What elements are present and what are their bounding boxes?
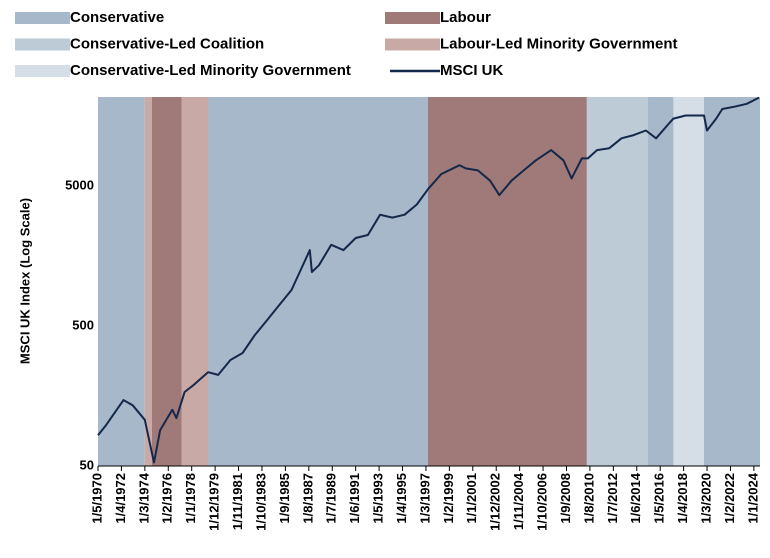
period-band: [151, 97, 182, 466]
period-band: [673, 97, 704, 466]
x-tick-label: 1/12/1979: [207, 473, 222, 531]
x-tick-label: 1/4/1995: [394, 473, 409, 524]
x-tick-label: 1/11/1981: [230, 473, 245, 530]
period-band: [647, 97, 674, 466]
line: [97, 96, 760, 464]
legend-item: Conservative: [15, 9, 164, 26]
period-band: [427, 97, 587, 466]
x-tick-label: 1/12/2002: [488, 473, 503, 531]
legend-swatch: [15, 65, 70, 77]
x-tick-label: 1/3/2020: [698, 473, 713, 524]
legend-label: Conservative-Led Coalition: [70, 35, 264, 52]
legend-swatch: [15, 38, 70, 51]
x-tick-label: 1/5/1993: [371, 473, 386, 524]
x-tick-label: 1/4/1972: [113, 473, 128, 524]
legend-label: Conservative-Led Minority Government: [70, 62, 351, 79]
x-tick-label: 1/1/2024: [745, 472, 760, 523]
x-tick-label: 1/7/1989: [324, 473, 339, 524]
legend-item: MSCI UK: [390, 62, 504, 79]
legend-label: MSCI UK: [440, 62, 504, 79]
period-band: [144, 97, 152, 466]
legend-swatch: [385, 38, 440, 51]
legend-item: Labour: [385, 9, 491, 26]
x-tick-label: 1/2/2022: [722, 473, 737, 524]
x-tick-label: 1/9/1985: [277, 473, 292, 524]
legend-item: Labour-Led Minority Government: [385, 35, 678, 52]
legend-label: Labour-Led Minority Government: [440, 35, 678, 52]
x-tick-label: 1/7/2012: [605, 473, 620, 524]
x-tick-label: 1/6/1991: [347, 473, 362, 524]
x-tick-label: 1/11/2004: [511, 472, 526, 530]
y-tick-label: 50: [80, 457, 94, 472]
x-tick-label: 1/8/1987: [300, 473, 315, 524]
x-tick-label: 1/5/2016: [652, 473, 667, 524]
x-tick-label: 1/10/1983: [253, 473, 268, 531]
plot-area: [97, 96, 760, 466]
x-tick-label: 1/6/2014: [628, 472, 643, 523]
x-tick-label: 1/3/1997: [417, 473, 432, 524]
legend-item: Conservative-Led Coalition: [15, 35, 264, 52]
legend-swatch: [15, 12, 70, 24]
x-tick-label: 1/10/2006: [535, 473, 550, 531]
x-tick-label: 1/4/2018: [675, 473, 690, 524]
legend-swatch: [385, 12, 440, 24]
period-band: [207, 97, 428, 466]
legend-item: Conservative-Led Minority Government: [15, 62, 351, 79]
period-band: [586, 97, 648, 466]
x-tick-label: 1/3/1974: [136, 472, 151, 523]
x-tick-label: 1/9/2008: [558, 473, 573, 524]
x-tick-label: 1/2/1976: [160, 473, 175, 524]
x-tick-label: 1/1/1978: [183, 473, 198, 524]
legend-label: Labour: [440, 9, 491, 26]
y-tick-label: 500: [72, 318, 94, 333]
x-tick-label: 1/5/1970: [89, 473, 104, 524]
x-tick-label: 1/2/1999: [441, 473, 456, 524]
y-axis-label: MSCI UK Index (Log Scale): [17, 198, 32, 364]
x-tick-label: 1/8/2010: [581, 473, 596, 524]
y-tick-label: 5000: [65, 178, 94, 193]
period-band: [181, 97, 208, 466]
legend-label: Conservative: [70, 9, 164, 26]
x-tick-label: 1/1/2001: [464, 473, 479, 524]
period-band: [703, 97, 760, 466]
